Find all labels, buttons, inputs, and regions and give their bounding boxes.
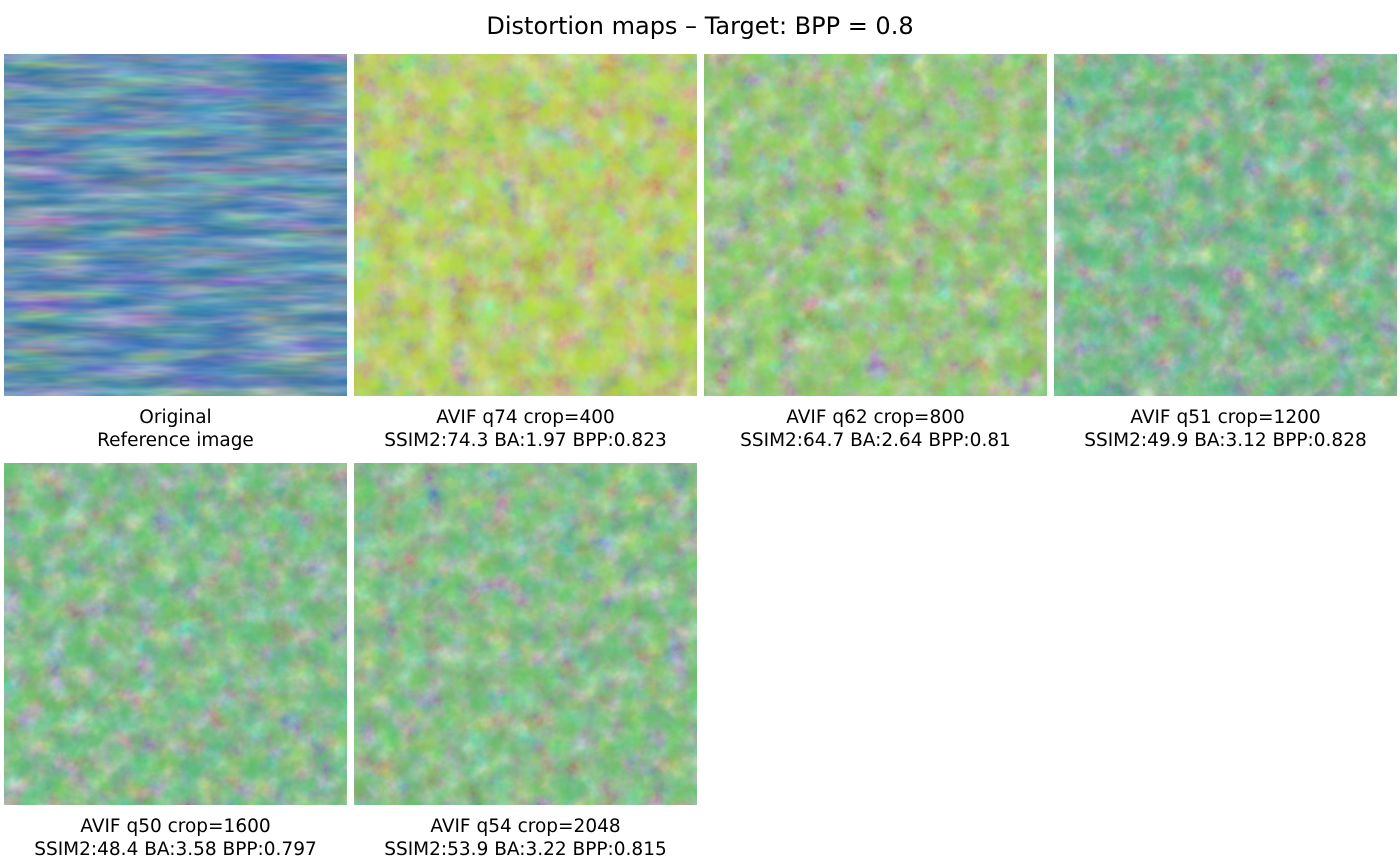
image-texture <box>354 54 697 396</box>
panel-caption: SSIM2:74.3 BA:1.97 BPP:0.823 <box>384 430 667 451</box>
panel-caption: AVIF q51 crop=1200 <box>1130 407 1320 428</box>
panel-caption: Reference image <box>97 430 254 451</box>
panel-caption: Original <box>139 407 211 428</box>
panel-caption: SSIM2:49.9 BA:3.12 BPP:0.828 <box>1084 430 1367 451</box>
image-texture <box>704 54 1047 396</box>
panel-caption: SSIM2:53.9 BA:3.22 BPP:0.815 <box>384 839 667 860</box>
panel-caption: AVIF q50 crop=1600 <box>80 816 270 837</box>
panel-caption: AVIF q74 crop=400 <box>436 407 615 428</box>
panel-caption: AVIF q62 crop=800 <box>786 407 965 428</box>
panel-caption: SSIM2:48.4 BA:3.58 BPP:0.797 <box>34 839 317 860</box>
image-texture <box>4 54 347 396</box>
image-texture <box>4 463 347 805</box>
figure-title: Distortion maps – Target: BPP = 0.8 <box>486 12 913 40</box>
image-texture <box>354 463 697 805</box>
panel-caption: SSIM2:64.7 BA:2.64 BPP:0.81 <box>740 430 1011 451</box>
image-texture <box>1054 54 1397 396</box>
panel-caption: AVIF q54 crop=2048 <box>430 816 620 837</box>
